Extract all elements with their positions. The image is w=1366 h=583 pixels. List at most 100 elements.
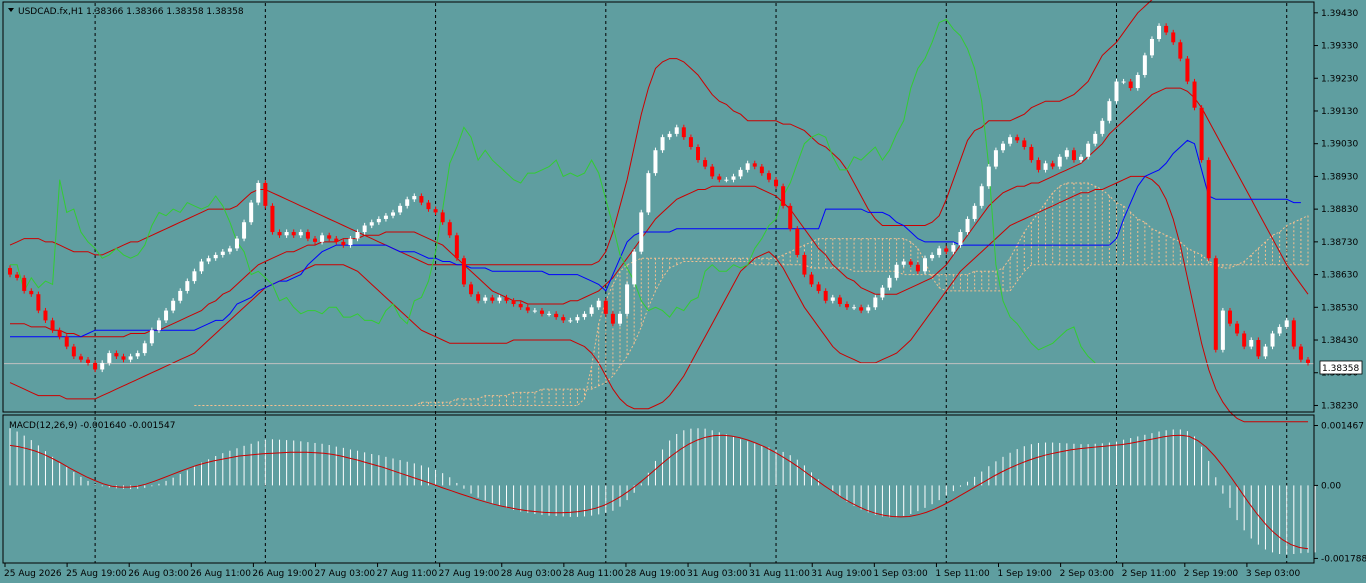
candle-body: [1128, 81, 1133, 89]
candle-body: [908, 261, 913, 265]
candle-body: [383, 215, 388, 219]
candle-body: [568, 320, 573, 322]
candle-body: [1291, 320, 1296, 347]
x-tick-label: 31 Aug 03:00: [687, 569, 748, 579]
candle-body: [263, 182, 268, 206]
candle-body: [469, 284, 474, 295]
candle-body: [454, 235, 459, 259]
y-tick-label: 1.38930: [1321, 172, 1358, 182]
candle-body: [362, 225, 367, 233]
candle-body: [156, 320, 161, 331]
indicator-lines: [4, 0, 1314, 423]
candle-body: [1220, 310, 1225, 350]
x-tick-label: 2 Sep 19:00: [1184, 569, 1239, 579]
candle-body: [667, 133, 672, 138]
candle-body: [859, 307, 864, 311]
candle-body: [646, 173, 651, 213]
x-tick-label: 31 Aug 19:00: [811, 569, 872, 579]
price-badge-bg: [1319, 360, 1363, 375]
candle-body: [284, 232, 289, 236]
candle-body: [781, 186, 786, 206]
candle-body: [1135, 74, 1140, 89]
candle-body: [539, 310, 544, 314]
candle-body: [830, 297, 835, 301]
candle-body: [710, 166, 715, 177]
candle-body: [405, 199, 410, 206]
candle-body: [866, 307, 871, 311]
candles: [8, 23, 1310, 373]
y-tick-label: 1.38530: [1321, 303, 1358, 313]
candle-body: [809, 274, 814, 285]
candle-body: [142, 343, 147, 354]
candle-body: [256, 182, 261, 203]
candle-body: [674, 127, 679, 134]
candle-body: [171, 300, 176, 311]
candle-body: [724, 179, 729, 181]
x-tick-label: 28 Aug 03:00: [501, 569, 562, 579]
candle-body: [57, 330, 62, 337]
y-tick-label: 1.39030: [1321, 140, 1358, 150]
macd-header: MACD(12,26,9) -0.001640 -0.001547: [9, 421, 175, 431]
candle-body: [795, 228, 800, 255]
candle-body: [100, 362, 105, 370]
collapse-triangle-icon[interactable]: [8, 8, 14, 12]
candle-body: [518, 304, 523, 308]
candle-body: [476, 294, 481, 301]
candle-body: [575, 317, 580, 321]
main-frame: [2, 1, 1315, 413]
candle-body: [1270, 333, 1275, 347]
candle-body: [1277, 326, 1282, 334]
bollinger-upper-line: [9, 0, 1153, 266]
x-tick-label: 31 Aug 11:00: [749, 569, 810, 579]
chikou-span-line: [10, 18, 1096, 364]
candle-body: [1192, 81, 1197, 108]
senkou-span-b-line: [194, 238, 1308, 406]
x-tick-label: 25 Aug 19:00: [66, 569, 127, 579]
candle-body: [944, 248, 949, 252]
candle-body: [305, 232, 310, 239]
candle-body: [696, 146, 701, 161]
candle-body: [128, 356, 133, 360]
candle-body: [915, 264, 920, 272]
candle-body: [1064, 150, 1069, 157]
candle-body: [823, 290, 828, 301]
candle-body: [617, 313, 622, 324]
x-tick-label: 26 Aug 11:00: [190, 569, 251, 579]
candle-body: [29, 290, 34, 295]
candle-body: [412, 196, 417, 200]
candle-body: [419, 196, 424, 203]
candle-body: [355, 232, 360, 239]
candle-body: [341, 241, 346, 246]
candle-body: [1093, 133, 1098, 144]
candle-body: [206, 258, 211, 262]
candle-body: [504, 297, 509, 301]
x-tick-label: 27 Aug 03:00: [314, 569, 375, 579]
candle-body: [589, 307, 594, 314]
candle-body: [547, 313, 552, 315]
candle-body: [234, 238, 239, 249]
candle-body: [731, 176, 736, 180]
candle-body: [1185, 58, 1190, 82]
candle-body: [582, 313, 587, 318]
bollinger-lower-line: [9, 175, 1308, 423]
y-tick-label: 1.38430: [1321, 336, 1358, 346]
candle-body: [114, 353, 119, 357]
candle-body: [610, 313, 615, 324]
candle-body: [1114, 81, 1119, 102]
candle-body: [1298, 346, 1303, 360]
candle-body: [249, 202, 254, 223]
candle-body: [873, 297, 878, 308]
candle-body: [774, 179, 779, 187]
candle-body: [36, 294, 41, 311]
candle-body: [1142, 55, 1147, 75]
candle-body: [178, 290, 183, 301]
candle-body: [1206, 160, 1211, 259]
candle-body: [632, 251, 637, 285]
candle-body: [71, 346, 76, 357]
candle-body: [121, 356, 126, 360]
candle-body: [532, 310, 537, 312]
candle-body: [1086, 143, 1091, 157]
candle-body: [1121, 81, 1126, 83]
candle-body: [653, 150, 658, 174]
